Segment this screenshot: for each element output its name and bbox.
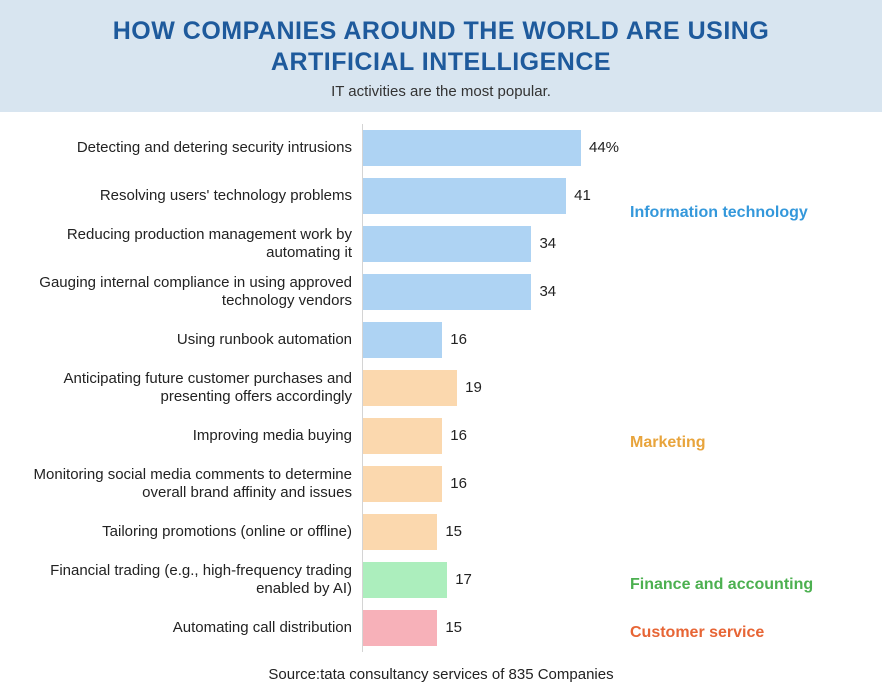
chart-row: Detecting and detering security intrusio… xyxy=(14,124,862,172)
legend-item: Marketing xyxy=(630,434,706,452)
bar-value: 16 xyxy=(450,331,467,348)
bar-track: 17 xyxy=(362,556,602,604)
bar-value: 16 xyxy=(450,427,467,444)
title-line-2: ARTIFICIAL INTELLIGENCE xyxy=(271,48,611,76)
legend-item: Finance and accounting xyxy=(630,576,813,594)
bar-value: 19 xyxy=(465,379,482,396)
bar xyxy=(363,610,437,646)
bar xyxy=(363,226,531,262)
title-line-1: HOW COMPANIES AROUND THE WORLD ARE USING xyxy=(113,17,770,45)
bar-track: 34 xyxy=(362,220,602,268)
chart-row: Tailoring promotions (online or offline)… xyxy=(14,508,862,556)
bar-label: Automating call distribution xyxy=(14,619,362,637)
chart-row: Using runbook automation 16 xyxy=(14,316,862,364)
bar xyxy=(363,274,531,310)
bar xyxy=(363,370,457,406)
bar-label: Tailoring promotions (online or offline) xyxy=(14,523,362,541)
bar-label: Improving media buying xyxy=(14,427,362,445)
bar-label: Monitoring social media comments to dete… xyxy=(14,466,362,501)
header: HOW COMPANIES AROUND THE WORLD ARE USING… xyxy=(0,0,882,112)
bar-value: 34 xyxy=(539,283,556,300)
legend-item: Customer service xyxy=(630,624,764,642)
bar xyxy=(363,514,437,550)
chart-row: Reducing production management work by a… xyxy=(14,220,862,268)
page-subtitle: IT activities are the most popular. xyxy=(20,83,862,100)
bar xyxy=(363,178,566,214)
bar-label: Detecting and detering security intrusio… xyxy=(14,139,362,157)
bar-label: Financial trading (e.g., high-frequency … xyxy=(14,562,362,597)
page-title: HOW COMPANIES AROUND THE WORLD ARE USING… xyxy=(20,16,862,79)
bar-value: 41 xyxy=(574,187,591,204)
source-footer: Source:tata consultancy services of 835 … xyxy=(0,666,882,683)
bar xyxy=(363,418,442,454)
bar-value: 17 xyxy=(455,571,472,588)
bar-track: 16 xyxy=(362,460,602,508)
bar-track: 19 xyxy=(362,364,602,412)
bar-track: 16 xyxy=(362,316,602,364)
bar xyxy=(363,130,581,166)
bar xyxy=(363,322,442,358)
chart-area: Detecting and detering security intrusio… xyxy=(0,112,882,652)
bar-label: Reducing production management work by a… xyxy=(14,226,362,261)
chart-row: Gauging internal compliance in using app… xyxy=(14,268,862,316)
bar-label: Anticipating future customer purchases a… xyxy=(14,370,362,405)
bar-track: 34 xyxy=(362,268,602,316)
bar-value: 16 xyxy=(450,475,467,492)
bar-track: 41 xyxy=(362,172,602,220)
bar-value: 34 xyxy=(539,235,556,252)
bar-track: 15 xyxy=(362,604,602,652)
chart-row: Monitoring social media comments to dete… xyxy=(14,460,862,508)
bar-label: Gauging internal compliance in using app… xyxy=(14,274,362,309)
legend-item: Information technology xyxy=(630,204,808,222)
bar xyxy=(363,466,442,502)
bar xyxy=(363,562,447,598)
bar-track: 15 xyxy=(362,508,602,556)
chart-row: Improving media buying 16 xyxy=(14,412,862,460)
chart-row: Anticipating future customer purchases a… xyxy=(14,364,862,412)
bar-value: 44% xyxy=(589,139,619,156)
bar-value: 15 xyxy=(445,523,462,540)
bar-track: 16 xyxy=(362,412,602,460)
bar-track: 44% xyxy=(362,124,619,172)
bar-value: 15 xyxy=(445,619,462,636)
bar-label: Resolving users' technology problems xyxy=(14,187,362,205)
bar-label: Using runbook automation xyxy=(14,331,362,349)
